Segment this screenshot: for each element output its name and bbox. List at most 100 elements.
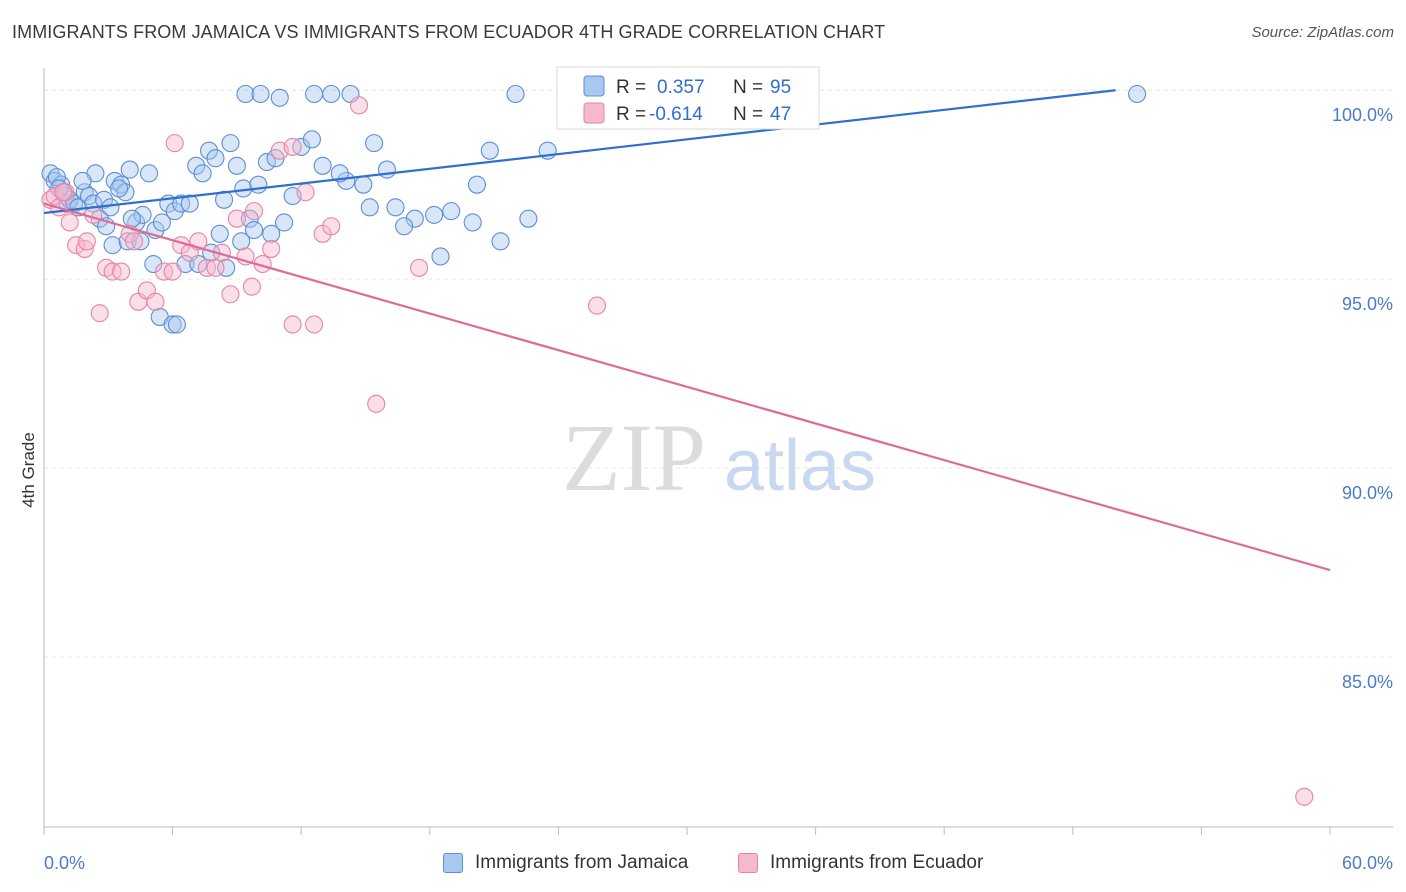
ecuador-trend-line [43,202,1331,572]
legend-r-value-ecuador: -0.614 [649,104,703,125]
jamaica-point [165,202,184,221]
chart-title: IMMIGRANTS FROM JAMAICA VS IMMIGRANTS FR… [12,22,886,42]
legend-label-ecuador: Immigrants from Ecuador [770,852,984,873]
jamaica-point [249,175,268,194]
jamaica-point [206,149,225,168]
x-tick-label-min: 0.0% [44,853,85,873]
ecuador-point [242,277,261,296]
jamaica-point [210,224,229,243]
y-tick-label: 90.0% [1342,483,1393,503]
jamaica-point [244,220,264,240]
jamaica-point [47,168,66,187]
jamaica-point [431,247,450,266]
ecuador-point [163,262,182,281]
legend-r-label-ecuador: R = [616,104,646,125]
ecuador-point [60,213,79,232]
legend-n-value-ecuador: 47 [770,104,791,125]
jamaica-point [109,179,129,198]
y-tick-label: 100.0% [1332,105,1393,125]
jamaica-point [133,205,152,224]
jamaica-point [354,175,373,194]
ecuador-point [77,232,96,251]
jamaica-point [217,258,236,277]
ecuador-point [305,315,324,334]
jamaica-point [491,232,510,251]
jamaica-point [262,224,281,243]
ecuador-point [112,262,131,281]
legend-item-ecuador[interactable]: Immigrants from Ecuador [738,852,983,874]
jamaica-trend-line [43,89,1116,215]
ecuador-point [322,217,341,236]
ecuador-point [206,258,225,277]
trend-lines [43,89,1331,572]
legend-r-value-jamaica: 0.357 [657,77,705,98]
series-legend: Immigrants from Jamaica Immigrants from … [0,852,1406,880]
jamaica-point [322,84,341,104]
ecuador-point [54,183,73,202]
jamaica-point [313,156,332,175]
jamaica-point [180,194,199,213]
jamaica-point [275,213,294,232]
ecuador-point [165,134,184,153]
jamaica-point [305,84,324,104]
jamaica-point [221,134,240,153]
legend-item-jamaica[interactable]: Immigrants from Jamaica [443,852,688,874]
ecuador-point [410,258,429,277]
legend-n-label-jamaica: N = [733,77,763,98]
jamaica-point [103,236,122,255]
jamaica-point [302,130,321,149]
legend-r-label-jamaica: R = [616,77,646,98]
y-tick-labels: 85.0% 90.0% 95.0% 100.0% [1332,105,1393,692]
ecuador-point [283,137,302,156]
jamaica-point [163,315,182,334]
jamaica-point [360,198,379,217]
jamaica-point [1128,84,1147,104]
legend-n-label-ecuador: N = [733,104,763,125]
jamaica-point [251,84,270,104]
jamaica-point [270,88,289,107]
jamaica-point [257,152,276,172]
ecuador-point [283,315,302,334]
ecuador-point [227,209,246,228]
jamaica-point [122,209,141,228]
grid-lines [44,89,1393,658]
jamaica-point [519,209,538,228]
y-axis-label: 4th Grade [19,432,38,508]
jamaica-point [94,190,114,209]
jamaica-point [467,175,487,194]
jamaica-point [232,232,251,251]
legend-swatch-ecuador [583,102,605,124]
y-tick-label: 85.0% [1342,672,1393,692]
jamaica-point [101,198,120,217]
jamaica-point [193,164,212,183]
y-tick-label: 95.0% [1342,294,1393,314]
legend-swatch-ecuador-bottom [738,853,758,873]
jamaica-point [73,171,92,190]
ecuador-point [75,239,94,258]
jamaica-point [386,198,405,217]
jamaica-point [480,141,499,160]
ecuador-point [244,202,264,221]
x-tick-label-max: 60.0% [1342,853,1393,873]
jamaica-point [463,213,482,232]
jamaica-point [377,160,396,179]
jamaica-point [120,160,139,179]
ecuador-point [146,292,165,311]
ecuador-point [587,296,607,315]
ecuador-point [350,96,369,115]
ecuador-point [221,285,240,304]
jamaica-point [365,134,384,153]
jamaica-point [395,217,414,236]
ecuador-point [262,239,281,258]
ecuador-point [45,186,64,206]
ecuador-point [367,394,386,413]
jamaica-point [442,202,461,221]
legend-swatch-jamaica-bottom [443,853,463,873]
jamaica-point [227,156,246,175]
legend-swatch-jamaica [583,75,605,97]
legend-n-value-jamaica: 95 [770,77,791,98]
jamaica-point [187,156,206,175]
ecuador-point [1295,787,1314,806]
jamaica-point [144,254,163,274]
